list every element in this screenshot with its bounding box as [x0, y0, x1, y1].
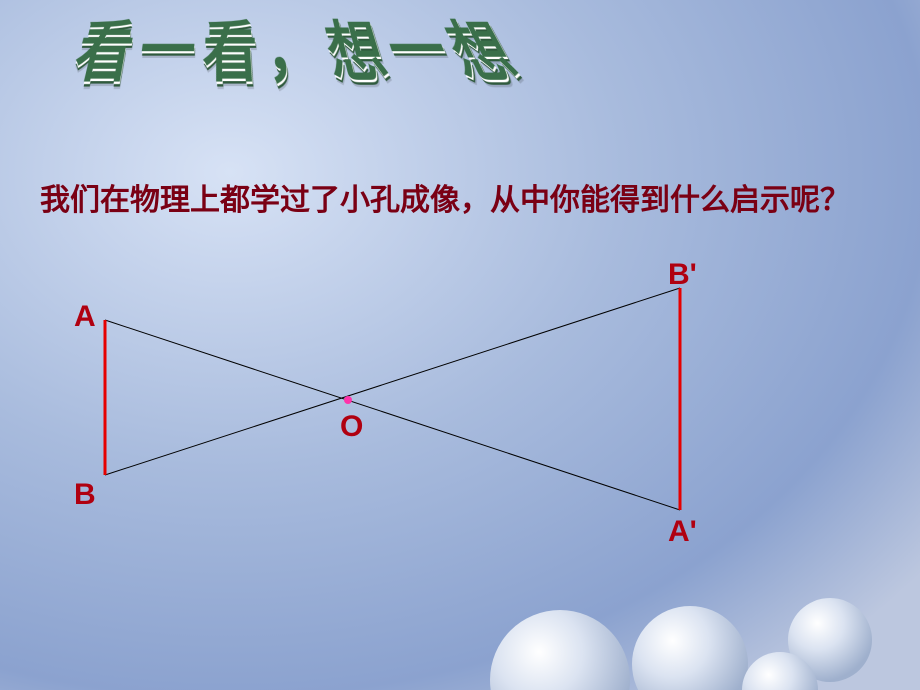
background [0, 0, 920, 690]
label-a-prime: A' [668, 515, 697, 549]
label-o: O [340, 410, 363, 444]
wordart-title: 看一看，想一想 [70, 2, 546, 97]
label-b: B [74, 478, 96, 512]
question-text: 我们在物理上都学过了小孔成像，从中你能得到什么启示呢？ [40, 180, 860, 222]
label-b-prime: B' [668, 258, 697, 292]
label-a: A [74, 300, 96, 334]
center-point [344, 396, 352, 404]
